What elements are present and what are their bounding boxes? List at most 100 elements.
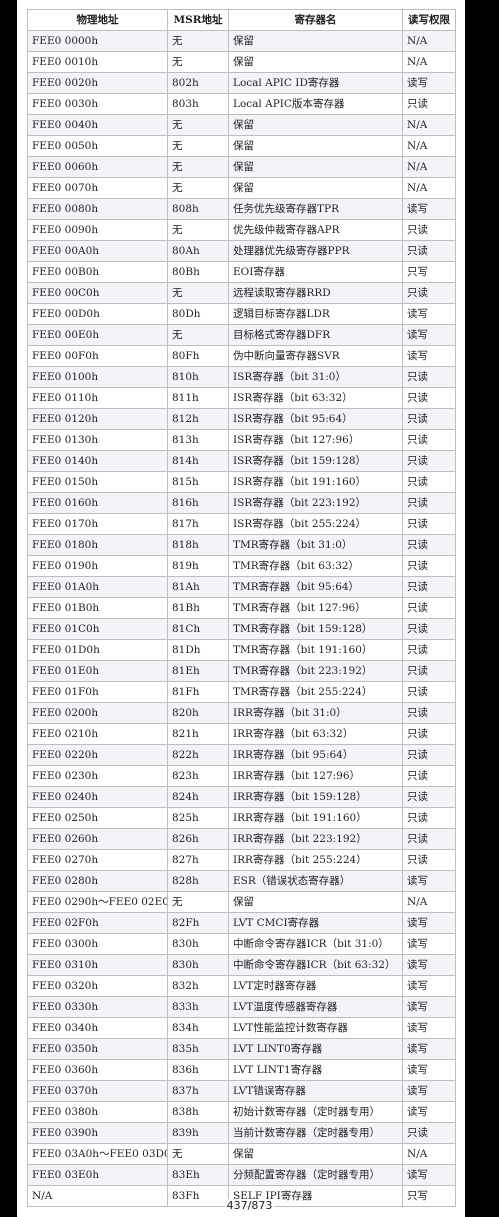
physical-address-cell: FEE0 0340h (27, 1017, 168, 1039)
table-row: FEE0 00F0h 80Fh 伪中断向量寄存器SVR 读写 (27, 345, 456, 367)
table-row: FEE0 0010h 无保留 N/A (27, 51, 456, 73)
msr-address-cell: 83Fh (167, 1185, 229, 1207)
register-name-cell: IRR寄存器（bit 191:160） (228, 807, 403, 829)
physical-address-cell: FEE0 0190h (27, 555, 168, 577)
physical-address-cell: FEE0 0240h (27, 786, 168, 808)
header-register-name: 寄存器名 (228, 9, 403, 31)
register-name-cell: ISR寄存器（bit 31:0） (228, 366, 403, 388)
physical-address-cell: FEE0 0320h (27, 975, 168, 997)
msr-address-cell: 803h (167, 93, 229, 115)
physical-address-cell: FEE0 0010h (27, 51, 168, 73)
table-row: FEE0 0000h 无保留 N/A (27, 30, 456, 52)
table-row: FEE0 01A0h 81Ah TMR寄存器（bit 95:64） 只读 (27, 576, 456, 598)
register-name-cell: 中断命令寄存器ICR（bit 63:32） (228, 954, 403, 976)
register-name-cell: 逻辑目标寄存器LDR (228, 303, 403, 325)
msr-address-cell: 822h (167, 744, 229, 766)
access-cell: 只读 (402, 240, 456, 262)
physical-address-cell: FEE0 00A0h (27, 240, 168, 262)
register-name-cell: IRR寄存器（bit 255:224） (228, 849, 403, 871)
access-cell: 只读 (402, 408, 456, 430)
table-row: FEE0 0110h 811h ISR寄存器（bit 63:32） 只读 (27, 387, 456, 409)
register-name-cell: IRR寄存器（bit 31:0） (228, 702, 403, 724)
table-row: FEE0 01C0h 81Ch TMR寄存器（bit 159:128） 只读 (27, 618, 456, 640)
physical-address-cell: FEE0 0040h (27, 114, 168, 136)
table-row: FEE0 00D0h 80Dh 逻辑目标寄存器LDR 读写 (27, 303, 456, 325)
physical-address-cell: FEE0 0210h (27, 723, 168, 745)
table-row: FEE0 0380h 838h 初始计数寄存器（定时器专用） 读写 (27, 1101, 456, 1123)
msr-address-cell: 无 (167, 135, 229, 157)
table-row: FEE0 01F0h 81Fh TMR寄存器（bit 255:224） 只读 (27, 681, 456, 703)
msr-address-cell: 830h (167, 933, 229, 955)
msr-address-cell: 817h (167, 513, 229, 535)
document-page: 物理地址 MSR地址 寄存器名 读写权限 FEE0 0000h 无保留 N/A FEE… (17, 0, 465, 1217)
msr-address-cell: 808h (167, 198, 229, 220)
msr-address-cell: 832h (167, 975, 229, 997)
msr-address-cell: 81Ah (167, 576, 229, 598)
physical-address-cell: FEE0 00E0h (27, 324, 168, 346)
table-row: FEE0 0260h 826h IRR寄存器（bit 223:192） 只读 (27, 828, 456, 850)
access-cell: N/A (402, 177, 456, 199)
physical-address-cell: FEE0 0070h (27, 177, 168, 199)
access-cell: 只写 (402, 1185, 456, 1207)
access-cell: 只读 (402, 534, 456, 556)
table-row: FEE0 0100h 810h ISR寄存器（bit 31:0） 只读 (27, 366, 456, 388)
msr-address-cell: 无 (167, 114, 229, 136)
register-name-cell: 保留 (228, 891, 403, 913)
table-row: FEE0 0130h 813h ISR寄存器（bit 127:96） 只读 (27, 429, 456, 451)
msr-address-cell: 无 (167, 177, 229, 199)
access-cell: N/A (402, 135, 456, 157)
table-row: FEE0 0030h 803h Local APIC版本寄存器 只读 (27, 93, 456, 115)
register-name-cell: TMR寄存器（bit 223:192） (228, 660, 403, 682)
access-cell: 读写 (402, 1059, 456, 1081)
access-cell: 读写 (402, 1101, 456, 1123)
msr-address-cell: 837h (167, 1080, 229, 1102)
msr-address-cell: 80Ah (167, 240, 229, 262)
table-row: FEE0 0140h 814h ISR寄存器（bit 159:128） 只读 (27, 450, 456, 472)
table-row: FEE0 0120h 812h ISR寄存器（bit 95:64） 只读 (27, 408, 456, 430)
register-name-cell: 保留 (228, 30, 403, 52)
table-row: FEE0 01E0h 81Eh TMR寄存器（bit 223:192） 只读 (27, 660, 456, 682)
access-cell: N/A (402, 156, 456, 178)
msr-address-cell: 81Dh (167, 639, 229, 661)
table-row: FEE0 0200h 820h IRR寄存器（bit 31:0） 只读 (27, 702, 456, 724)
physical-address-cell: FEE0 01B0h (27, 597, 168, 619)
access-cell: N/A (402, 114, 456, 136)
access-cell: 只读 (402, 93, 456, 115)
msr-address-cell: 823h (167, 765, 229, 787)
header-physical-address: 物理地址 (27, 9, 168, 31)
table-row: FEE0 03A0h～FEE0 03D0h 无保留 N/A (27, 1143, 456, 1165)
register-name-cell: IRR寄存器（bit 63:32） (228, 723, 403, 745)
register-name-cell: LVT LINT0寄存器 (228, 1038, 403, 1060)
access-cell: 读写 (402, 72, 456, 94)
access-cell: 只读 (402, 828, 456, 850)
physical-address-cell: FEE0 01E0h (27, 660, 168, 682)
physical-address-cell: FEE0 0080h (27, 198, 168, 220)
register-name-cell: 当前计数寄存器（定时器专用） (228, 1122, 403, 1144)
msr-address-cell: 824h (167, 786, 229, 808)
header-access: 读写权限 (402, 9, 456, 31)
msr-address-cell: 无 (167, 282, 229, 304)
access-cell: 读写 (402, 1164, 456, 1186)
msr-address-cell: 838h (167, 1101, 229, 1123)
access-cell: 只读 (402, 660, 456, 682)
apic-register-table: 物理地址 MSR地址 寄存器名 读写权限 FEE0 0000h 无保留 N/A FEE… (27, 9, 456, 1207)
physical-address-cell: FEE0 0100h (27, 366, 168, 388)
physical-address-cell: FEE0 0110h (27, 387, 168, 409)
register-name-cell: ISR寄存器（bit 191:160） (228, 471, 403, 493)
msr-address-cell: 811h (167, 387, 229, 409)
register-name-cell: 保留 (228, 135, 403, 157)
table-row: FEE0 0290h～FEE0 02E0h 无保留 N/A (27, 891, 456, 913)
table-row: FEE0 0070h 无保留 N/A (27, 177, 456, 199)
table-row: FEE0 00C0h 无远程读取寄存器RRD 只读 (27, 282, 456, 304)
msr-address-cell: 80Fh (167, 345, 229, 367)
physical-address-cell: FEE0 01C0h (27, 618, 168, 640)
access-cell: 读写 (402, 1017, 456, 1039)
register-name-cell: TMR寄存器（bit 159:128） (228, 618, 403, 640)
register-name-cell: ISR寄存器（bit 223:192） (228, 492, 403, 514)
table-row: FEE0 0160h 816h ISR寄存器（bit 223:192） 只读 (27, 492, 456, 514)
access-cell: 只读 (402, 219, 456, 241)
table-row: FEE0 0230h 823h IRR寄存器（bit 127:96） 只读 (27, 765, 456, 787)
access-cell: 只读 (402, 597, 456, 619)
physical-address-cell: FEE0 0220h (27, 744, 168, 766)
register-name-cell: ISR寄存器（bit 127:96） (228, 429, 403, 451)
